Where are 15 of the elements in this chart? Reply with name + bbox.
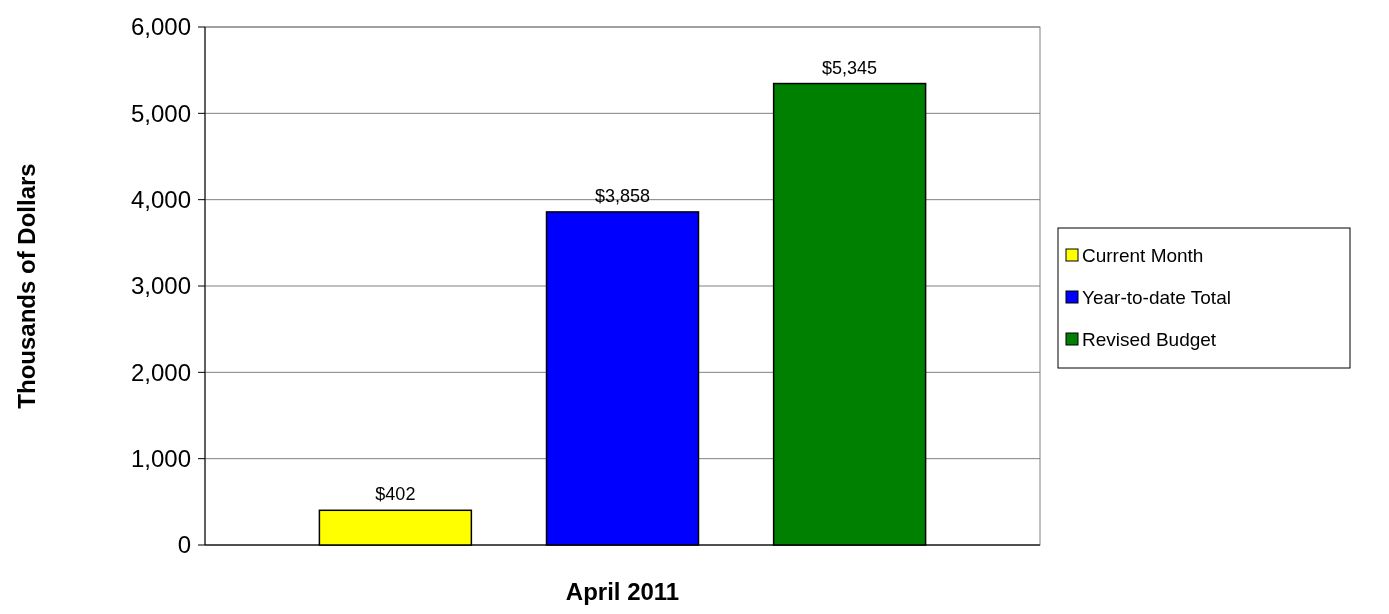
- y-tick-label: 1,000: [130, 445, 191, 473]
- y-tick-label: 5,000: [130, 99, 191, 127]
- legend-label: Current Month: [1082, 244, 1204, 266]
- data-label: $5,345: [822, 57, 878, 78]
- legend-label: Year-to-date Total: [1082, 286, 1231, 308]
- y-axis-title: Thousands of Dollars: [13, 163, 40, 409]
- y-tick-label: 2,000: [130, 358, 191, 386]
- y-tick-label: 0: [177, 531, 191, 559]
- y-tick-label: 4,000: [130, 186, 191, 214]
- data-label: $3,858: [594, 185, 651, 206]
- legend-label: Revised Budget: [1082, 328, 1217, 350]
- y-tick-label: 6,000: [130, 13, 191, 41]
- y-tick-label: 3,000: [130, 272, 191, 300]
- data-label: $402: [375, 484, 416, 505]
- x-tick-label: April 2011: [565, 578, 680, 605]
